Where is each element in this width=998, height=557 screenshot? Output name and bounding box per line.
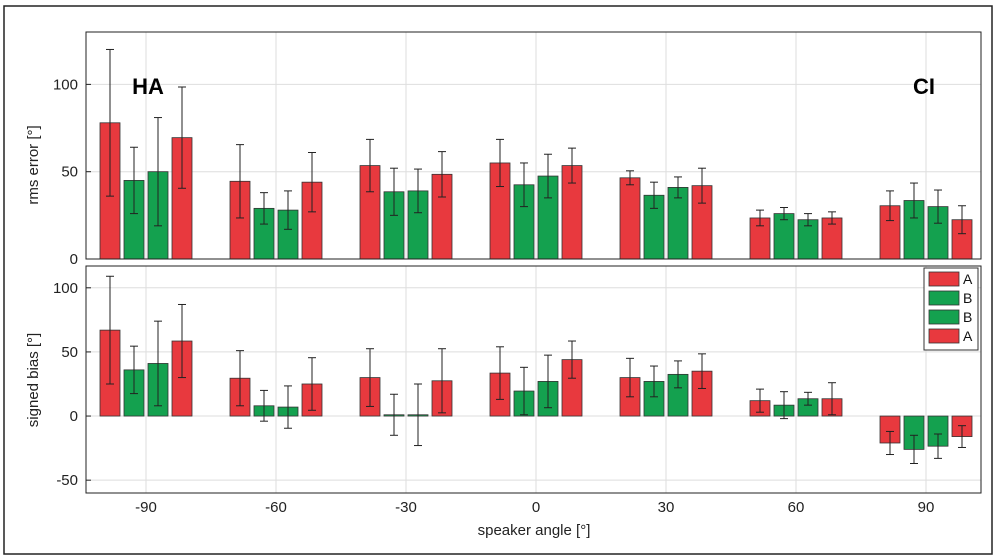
x-tick-label: -60 (265, 499, 287, 516)
legend-swatch (928, 271, 960, 287)
x-tick-label: 90 (918, 499, 935, 516)
legend-swatch (928, 328, 960, 344)
bar-top-60-2 (773, 213, 795, 260)
bottom-panel: -50 0 50 100 signed bias [°] (25, 265, 982, 494)
legend-label: B (963, 290, 972, 306)
top-axes-box (85, 31, 982, 260)
top-panel: 0 50 100 rms error [°] HA CI (25, 31, 982, 268)
x-tick-label: 0 (532, 499, 540, 516)
legend-label: A (963, 271, 973, 287)
x-axis-label: speaker angle [°] (478, 522, 591, 539)
bar-top-30-1 (619, 177, 641, 260)
legend-swatch (928, 290, 960, 306)
bottom-ytick-label: -50 (56, 472, 78, 489)
x-tick-labels: -90 -60 -30 0 30 60 90 (135, 499, 934, 516)
bottom-ytick-label: 100 (53, 280, 78, 297)
figure-border (3, 5, 993, 555)
top-ytick-label: 100 (53, 76, 78, 93)
bottom-axes-box (85, 265, 982, 494)
x-tick-label: -90 (135, 499, 157, 516)
legend-swatch (928, 309, 960, 325)
top-ytick-label: 0 (70, 251, 78, 268)
x-tick-label: -30 (395, 499, 417, 516)
bottom-ytick-label: 50 (61, 344, 78, 361)
bottom-y-axis-label: signed bias [°] (25, 333, 42, 427)
annotation-ci: CI (913, 74, 935, 99)
legend-label: A (963, 328, 973, 344)
legend-label: B (963, 309, 972, 325)
x-tick-label: 60 (788, 499, 805, 516)
bottom-ytick-label: 0 (70, 408, 78, 425)
top-y-axis-label: rms error [°] (25, 125, 42, 204)
top-ytick-label: 50 (61, 164, 78, 181)
x-tick-label: 30 (658, 499, 675, 516)
annotation-ha: HA (132, 74, 164, 99)
